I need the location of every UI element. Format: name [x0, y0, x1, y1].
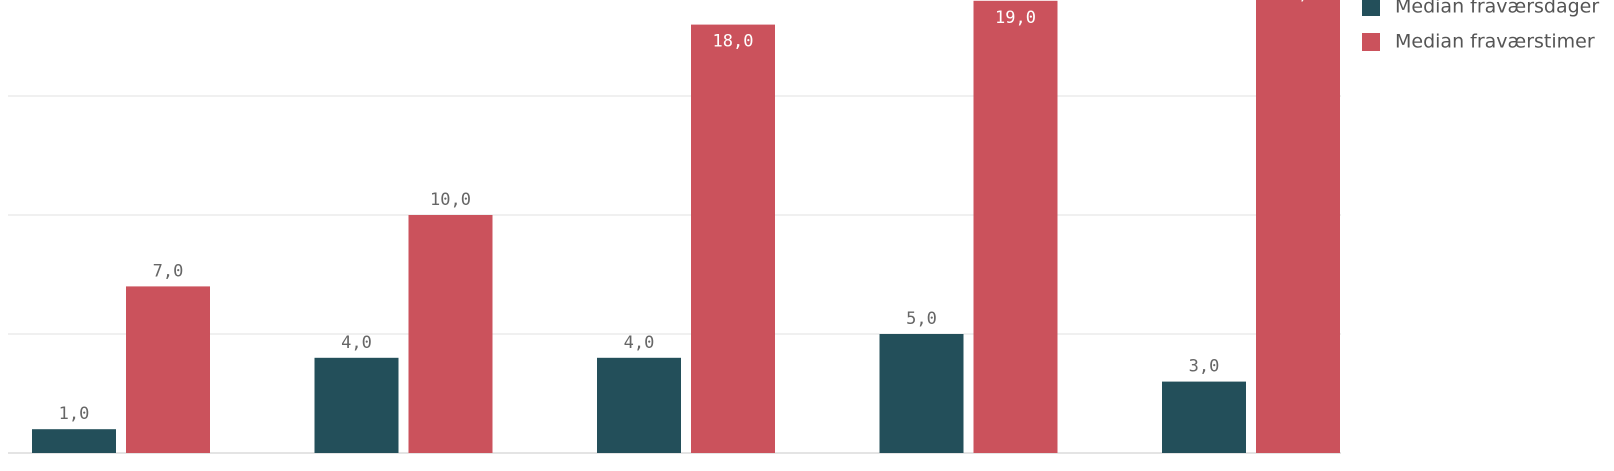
- value-label: 4,0: [624, 333, 655, 353]
- legend-label: Median fraværsdager: [1395, 0, 1599, 18]
- value-label: 20,0: [1278, 0, 1319, 4]
- legend-swatch: [1362, 33, 1380, 51]
- bar: [597, 357, 681, 453]
- value-label: 1,0: [59, 404, 90, 424]
- bar: [691, 24, 775, 453]
- bar: [32, 429, 116, 453]
- value-label: 18,0: [713, 32, 754, 52]
- bar: [973, 0, 1058, 454]
- legend-label: Median fraværstimer: [1395, 31, 1595, 53]
- value-label: 7,0: [153, 261, 184, 281]
- bar: [1162, 381, 1246, 453]
- bar: [314, 357, 399, 453]
- value-label: 4,0: [341, 333, 372, 353]
- bar: [126, 286, 210, 453]
- value-label: 3,0: [1189, 357, 1220, 377]
- value-label: 5,0: [906, 309, 937, 329]
- bar: [1256, 0, 1340, 453]
- bar: [408, 215, 493, 453]
- legend-swatch: [1362, 0, 1380, 16]
- value-label: 10,0: [430, 190, 471, 210]
- value-label: 19,0: [995, 8, 1036, 28]
- bar: [879, 334, 964, 453]
